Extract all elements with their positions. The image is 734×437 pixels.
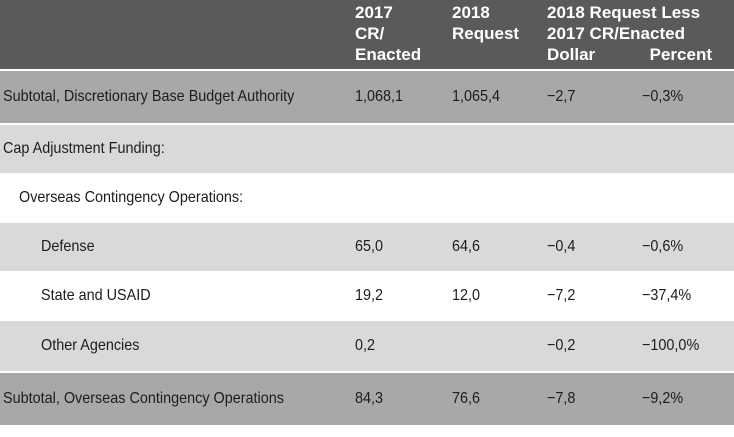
row-value-2017: 1,068,1 <box>355 88 404 105</box>
header-2017-line-1: 2017 <box>355 3 393 22</box>
row-value-dollar: −0,2 <box>547 337 576 354</box>
row-label: Other Agencies <box>41 337 140 354</box>
row-value-2018: 1,065,4 <box>452 88 501 105</box>
header-2018-line-1: 2018 <box>452 3 490 22</box>
row-value-2017: 19,2 <box>355 287 384 304</box>
table-row: Cap Adjustment Funding: <box>0 125 734 173</box>
row-value-dollar: −0,4 <box>547 238 576 255</box>
header-percent: Percent <box>649 45 712 64</box>
header-2017-line-2: CR/ <box>355 24 385 43</box>
header-2018: 2018 Request <box>452 0 547 69</box>
row-label: Subtotal, Discretionary Base Budget Auth… <box>3 88 295 105</box>
header-2017-line-3: Enacted <box>355 45 422 64</box>
row-label: Subtotal, Overseas Contingency Operation… <box>3 390 284 407</box>
row-value-percent: −100,0% <box>642 337 700 354</box>
table-row: Defense 65,0 64,6 −0,4 −0,6% <box>0 223 734 271</box>
row-value-2017: 65,0 <box>355 238 384 255</box>
row-value-dollar: −7,2 <box>547 287 576 304</box>
header-dollar: Dollar <box>547 45 596 64</box>
header-difference: 2018 Request Less 2017 CR/Enacted Dollar… <box>547 0 734 69</box>
row-value-2018: 76,6 <box>452 390 481 407</box>
table-row: Overseas Contingency Operations: <box>0 173 734 223</box>
row-label: Cap Adjustment Funding: <box>3 140 165 157</box>
table-row: State and USAID 19,2 12,0 −7,2 −37,4% <box>0 271 734 321</box>
row-label: Overseas Contingency Operations: <box>19 189 244 206</box>
header-diff-line-2: 2017 CR/Enacted <box>547 24 685 43</box>
row-value-percent: −0,6% <box>642 238 684 255</box>
row-value-percent: −9,2% <box>642 390 684 407</box>
header-diff-line-1: 2018 Request Less <box>547 3 701 22</box>
header-2017: 2017 CR/ Enacted <box>355 0 452 69</box>
row-value-2017: 0,2 <box>355 337 376 354</box>
table-row: Subtotal, Overseas Contingency Operation… <box>0 373 734 425</box>
row-value-2018: 64,6 <box>452 238 481 255</box>
row-label: State and USAID <box>41 287 151 304</box>
row-value-2018: 12,0 <box>452 287 481 304</box>
row-label: Defense <box>41 238 95 255</box>
table-row: Other Agencies 0,2 −0,2 −100,0% <box>0 321 734 371</box>
row-value-percent: −0,3% <box>642 88 684 105</box>
row-value-percent: −37,4% <box>642 287 692 304</box>
header-label-cell <box>0 0 355 69</box>
header-diff-subcolumns: Dollar Percent <box>547 44 734 65</box>
table-header: 2017 CR/ Enacted 2018 Request 2018 Reque… <box>0 0 734 69</box>
row-value-dollar: −2,7 <box>547 88 576 105</box>
row-value-2017: 84,3 <box>355 390 384 407</box>
budget-table: 2017 CR/ Enacted 2018 Request 2018 Reque… <box>0 0 734 425</box>
header-2018-line-2: Request <box>452 24 520 43</box>
row-value-dollar: −7,8 <box>547 390 576 407</box>
table-row: Subtotal, Discretionary Base Budget Auth… <box>0 71 734 123</box>
